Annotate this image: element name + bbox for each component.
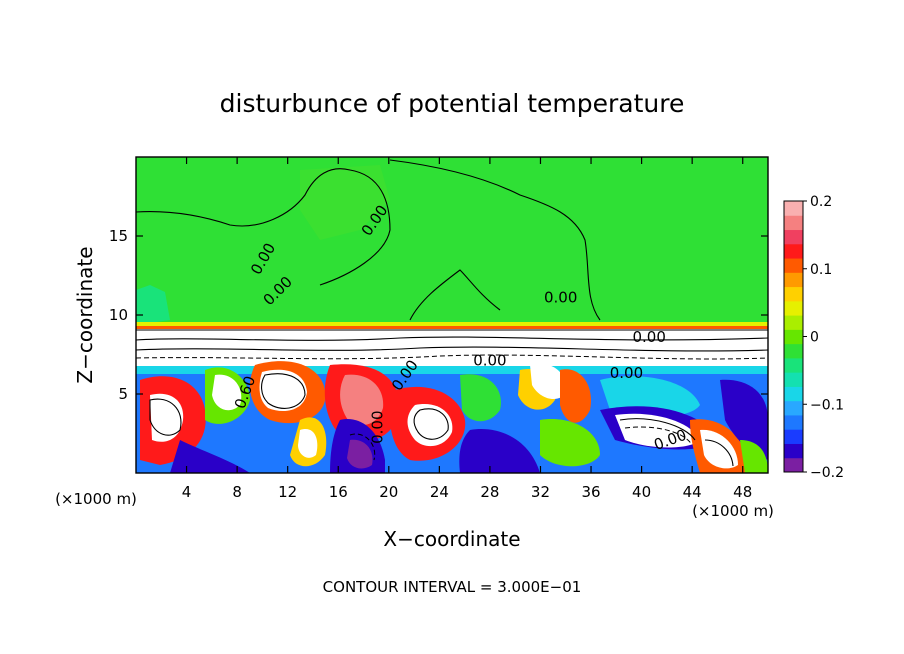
contour-value-label: 0.00 — [368, 410, 386, 443]
contour-line-negative — [136, 354, 768, 360]
x-tick-label: 20 — [379, 483, 398, 501]
x-tick-label: 36 — [581, 483, 600, 501]
colorbar-labels: 0.2 0.1 0 −0.1 −0.2 — [803, 194, 844, 481]
colorbar-segment — [784, 229, 803, 245]
field-feature-purple-1 — [347, 439, 373, 469]
field-feature-green-3 — [540, 419, 600, 467]
contour-value-label: 0.00 — [632, 328, 665, 346]
y-tick-label: 15 — [109, 227, 128, 245]
x-tick-label: 8 — [232, 483, 242, 501]
contour-line — [149, 398, 182, 436]
field-feature-green-4 — [740, 440, 768, 473]
colorbar-tick-label: −0.1 — [810, 397, 844, 413]
contour-lines-dashed — [136, 354, 768, 461]
field-lower-cyan-band — [136, 366, 768, 374]
field-feature-white-4 — [298, 429, 318, 458]
z-axis-unit-label: (×1000 m) — [55, 490, 137, 508]
field-feature-white-6 — [530, 363, 568, 400]
contour-line — [413, 408, 449, 440]
contour-line — [409, 269, 501, 321]
y-tick-label: 10 — [109, 306, 128, 324]
colorbar-segment — [784, 329, 803, 345]
x-tick-label: 12 — [278, 483, 297, 501]
field-feature-blue-1 — [170, 440, 250, 473]
field-feature-red-5 — [560, 369, 591, 423]
contour-line — [261, 373, 306, 409]
contour-line — [136, 168, 391, 286]
contour-value-label: 0.00 — [544, 288, 577, 306]
x-tick-label: 16 — [329, 483, 348, 501]
field-feature-pink-1 — [340, 374, 384, 426]
colorbar-segment — [784, 443, 803, 459]
contour-line — [389, 159, 601, 321]
x-tick-label: 40 — [632, 483, 651, 501]
x-tick-label: 4 — [182, 483, 192, 501]
field-upper-green-patch — [300, 165, 390, 240]
colorbar-segment — [784, 258, 803, 273]
colorbar-segment — [784, 243, 803, 259]
contour-lines — [136, 159, 768, 467]
colorbar-segment — [784, 215, 803, 231]
contour-line-negative — [349, 433, 376, 461]
x-tick-label: 48 — [733, 483, 752, 501]
colorbar-segment — [784, 272, 803, 288]
field-upper-left-cyan-patch — [136, 285, 170, 325]
contour-value-label: 0.00 — [473, 352, 506, 370]
field-feature-white-5 — [407, 404, 453, 447]
colorbar-segment — [784, 315, 803, 330]
colorbar-tick-label: 0.1 — [810, 262, 832, 278]
colorbar-segment — [784, 386, 803, 402]
contour-interval-note: CONTOUR INTERVAL = 3.000E−01 — [323, 578, 582, 596]
plot-area — [136, 157, 768, 473]
colorbar-segment — [784, 372, 803, 387]
field-upper-neutral-region — [136, 157, 768, 327]
colorbar-segment — [784, 414, 803, 430]
y-axis: 5 10 15 — [109, 227, 768, 403]
x-axis-title: X−coordinate — [383, 527, 520, 551]
contour-line — [704, 439, 734, 467]
field-tropopause-yellow-band — [136, 322, 768, 326]
field-feature-blue-3 — [459, 429, 540, 473]
chart-title: disturbunce of potential temperature — [220, 89, 685, 118]
y-axis-title: Z−coordinate — [73, 246, 97, 383]
field-tropopause-orange-band — [136, 326, 768, 329]
field-feature-white-3 — [259, 369, 307, 412]
contour-line-negative — [624, 426, 693, 446]
field-feature-white-8 — [700, 429, 738, 469]
x-tick-label: 32 — [531, 483, 550, 501]
colorbar-segment — [784, 429, 803, 444]
colorbar-segment — [784, 400, 803, 416]
colorbar-segment — [784, 357, 803, 373]
x-tick-label: 28 — [480, 483, 499, 501]
field-feature-white-7 — [615, 413, 700, 448]
contour-line — [619, 418, 696, 441]
colorbar-segment — [784, 201, 803, 216]
contour-value-label: 0.00 — [610, 364, 643, 382]
colorbar-segment — [784, 300, 803, 316]
colorbar — [783, 200, 804, 473]
y-tick-label: 5 — [118, 385, 128, 403]
colorbar-tick-label: 0.2 — [810, 194, 832, 210]
x-tick-label: 24 — [430, 483, 449, 501]
field-feature-blue-5 — [720, 379, 768, 460]
colorbar-segment — [784, 286, 803, 302]
x-axis: 4 8 12 16 20 24 28 32 36 40 44 48 — [182, 157, 752, 501]
contour-line — [136, 336, 768, 341]
colorbar-segment — [784, 457, 803, 473]
field-feature-white-2 — [212, 374, 242, 411]
x-axis-unit-label: (×1000 m) — [692, 502, 774, 520]
field-feature-green-2 — [460, 374, 501, 422]
colorbar-segment — [784, 343, 803, 359]
contour-line — [136, 346, 768, 352]
x-tick-label: 44 — [683, 483, 702, 501]
colorbar-tick-label: 0 — [810, 330, 819, 346]
colorbar-tick-label: −0.2 — [810, 465, 844, 481]
